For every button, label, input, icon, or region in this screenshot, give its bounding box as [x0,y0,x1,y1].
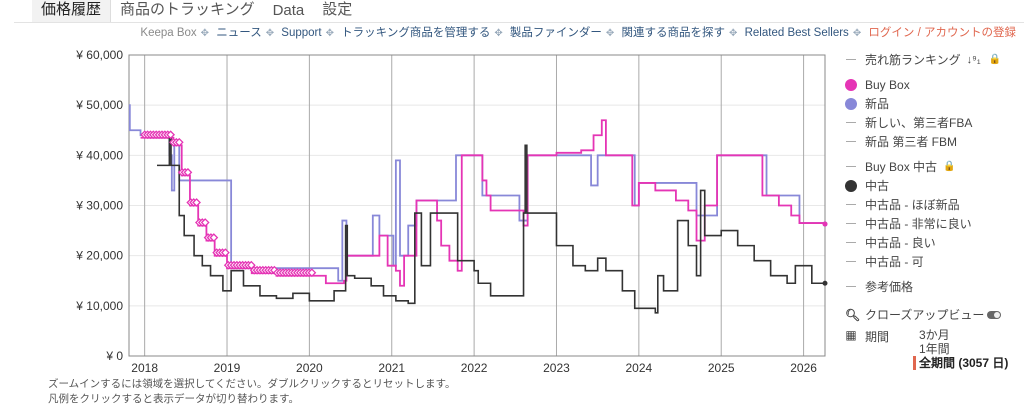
line-icon [846,165,856,168]
legend-new-fba[interactable]: 新しい、第三者FBA [845,113,1001,132]
legend-used[interactable]: 中古 [845,176,1001,195]
dot-icon [845,97,857,110]
plot-border [128,54,826,357]
separator-icon: ✥ [200,28,210,39]
tab-bar: 価格履歴 商品のトラッキング Data 設定 [32,0,361,22]
link-keepa-box[interactable]: Keepa Box [140,27,197,39]
series-line-新品 [128,104,826,282]
separator-icon: ✥ [729,28,738,39]
link-related-products[interactable]: 関連する商品を探す [621,27,726,39]
legend-list-price[interactable]: 参考価格 [845,277,1001,296]
y-tick-label: ¥ 50,000 [75,98,123,112]
legend-sales-rank[interactable]: 売れ筋ランキング ↓⁹₁ 🔒 [845,50,1001,69]
zoom-hint: ズームインするには領域を選択してください。ダブルクリックするとリセットします。 [48,378,456,390]
legend-used-very-good[interactable]: 中古品 - 非常に良い [845,214,1001,233]
dot-icon [845,179,857,192]
buy-box-marker [200,218,210,227]
x-tick-label: 2021 [378,361,405,375]
buy-box-marker [174,137,184,147]
x-tick-label: 2018 [131,361,158,375]
series-line-Buy Box [140,119,826,287]
dot-icon [845,78,857,91]
y-tick-label: ¥ 0 [105,349,123,363]
separator-icon: ✥ [494,28,503,39]
link-manage-tracking[interactable]: トラッキング商品を管理する [341,27,491,39]
legend-new[interactable]: 新品 [845,94,1001,113]
link-support[interactable]: Support [281,27,322,39]
line-icon [846,203,856,206]
link-login[interactable]: ログイン / アカウントの登録 [868,27,1016,39]
search-icon: 🔍︎ [845,307,861,322]
series-line-中古 [157,136,825,314]
y-tick-label: ¥ 10,000 [75,299,123,313]
line-icon [846,260,856,263]
sort-icon: ↓⁹₁ [966,53,981,66]
x-tick-label: 2022 [461,361,488,375]
chart-tools: 🔍︎ クローズアップビュー ▦ 期間 3か月 1年間 全期間 (3057 日) [845,305,1008,370]
buy-box-marker [183,167,193,177]
line-icon [846,58,856,61]
link-product-finder[interactable]: 製品ファインダー [509,27,602,39]
separator-icon: ✥ [325,28,334,39]
lock-icon: 🔒 [988,54,1002,65]
chart-legend: 売れ筋ランキング ↓⁹₁ 🔒 Buy Box 新品 新しい、第三者FBA 新品 第三… [845,50,1001,296]
tab-settings[interactable]: 設定 [322,1,353,18]
buy-box-marker [209,233,219,243]
link-news[interactable]: ニュース [216,27,262,39]
x-tick-label: 2023 [543,361,570,375]
legend-used-good[interactable]: 中古品 - 良い [845,233,1001,252]
range-label: 期間 [865,330,890,344]
y-tick-label: ¥ 60,000 [75,48,123,62]
x-tick-label: 2025 [708,361,735,375]
range-selector: ▦ 期間 3か月 1年間 全期間 (3057 日) [845,328,1008,370]
range-1-year[interactable]: 1年間 [919,342,950,356]
x-tick-label: 2024 [625,361,652,375]
y-tick-label: ¥ 20,000 [75,249,123,263]
tab-tracking[interactable]: 商品のトラッキング [120,1,255,18]
separator-icon: ✥ [852,28,862,39]
line-icon [846,121,856,124]
calendar-icon: ▦ [845,328,857,342]
y-tick-label: ¥ 40,000 [75,148,123,162]
series-end-point [822,221,828,227]
link-bar: Keepa Box ✥ ニュース ✥ Support ✥ トラッキング商品を管理する ✥… [138,24,1018,40]
lock-icon: 🔒 [943,161,956,172]
tab-divider [14,22,1024,23]
range-all[interactable]: 全期間 (3057 日) [913,356,1008,370]
separator-icon: ✥ [265,28,275,39]
toggle-switch[interactable] [987,310,1002,319]
line-icon [846,222,856,225]
line-icon [846,285,856,288]
buy-box-marker [307,268,317,278]
buy-box-marker [166,130,176,140]
line-icon [846,140,856,143]
legend-buy-box-used[interactable]: Buy Box 中古 🔒 [845,157,1001,176]
tab-data[interactable]: Data [272,2,305,19]
price-history-chart[interactable]: ¥ 0 ¥ 10,000 ¥ 20,000 ¥ 30,000 ¥ 40,000 ¥ 50,… [0,0,840,380]
buy-box-marker [192,198,201,207]
legend-used-acceptable[interactable]: 中古品 - 可 [845,252,1001,271]
legend-used-like-new[interactable]: 中古品 - ほぼ新品 [845,195,1001,214]
tab-price-history[interactable]: 価格履歴 [32,0,112,22]
link-related-best-sellers[interactable]: Related Best Sellers [744,27,849,39]
legend-buy-box[interactable]: Buy Box [845,75,1001,94]
y-tick-label: ¥ 30,000 [75,199,123,213]
x-tick-label: 2020 [296,361,323,375]
closeup-toggle[interactable]: 🔍︎ クローズアップビュー [845,305,1008,324]
legend-hint: 凡例をクリックすると表示データが切り替わります。 [48,393,299,405]
x-tick-label: 2019 [214,361,241,375]
range-3-months[interactable]: 3か月 [919,328,950,342]
line-icon [846,241,856,244]
x-tick-label: 2026 [790,361,817,375]
separator-icon: ✥ [605,28,615,39]
series-end-point [822,280,828,286]
legend-new-fbm[interactable]: 新品 第三者 FBM [845,132,1001,151]
buy-box-marker [220,248,230,258]
